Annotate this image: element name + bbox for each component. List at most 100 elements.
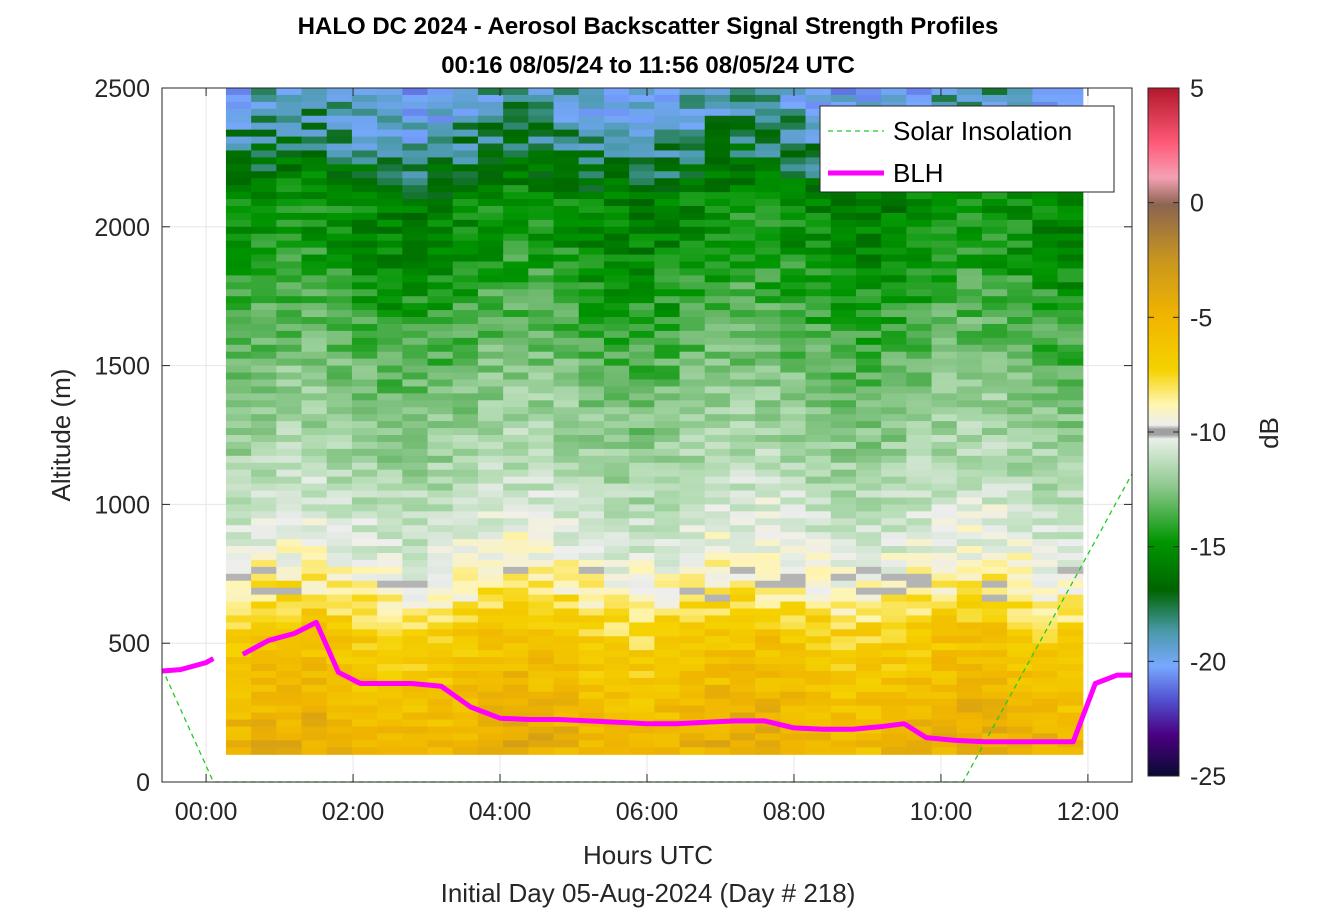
heatmap-cell — [276, 559, 303, 568]
heatmap-cell — [326, 136, 353, 145]
heatmap-cell — [603, 643, 630, 651]
heatmap-cell — [981, 643, 1008, 651]
heatmap-cell — [906, 601, 933, 610]
heatmap-cell — [1007, 552, 1033, 561]
heatmap-cell — [503, 386, 529, 394]
heatmap-cell — [830, 532, 857, 540]
heatmap-cell — [603, 636, 630, 644]
heatmap-cell — [906, 587, 933, 596]
heatmap-cell — [1057, 650, 1084, 658]
heatmap-cell — [780, 185, 807, 193]
heatmap-cell — [377, 532, 403, 540]
heatmap-cell — [679, 199, 706, 207]
heatmap-cell — [528, 178, 555, 186]
heatmap-cell — [553, 88, 580, 96]
heatmap-cell — [881, 379, 907, 388]
heatmap-cell — [956, 594, 983, 603]
heatmap-cell — [377, 657, 403, 665]
heatmap-cell — [1007, 233, 1033, 242]
heatmap-cell — [427, 504, 454, 512]
heatmap-cell — [528, 455, 555, 464]
heatmap-cell — [780, 657, 807, 665]
heatmap-cell — [351, 664, 378, 672]
heatmap-cell — [755, 622, 781, 630]
heatmap-cell — [553, 240, 580, 249]
heatmap-cell — [377, 365, 403, 374]
heatmap-cell — [881, 733, 907, 741]
heatmap-cell — [1032, 337, 1059, 346]
heatmap-cell — [578, 240, 605, 249]
heatmap-cell — [377, 462, 403, 471]
heatmap-cell — [225, 185, 252, 193]
heatmap-cell — [402, 171, 429, 179]
heatmap-cell — [326, 677, 353, 686]
heatmap-cell — [981, 205, 1008, 214]
heatmap-cell — [326, 101, 353, 110]
heatmap-cell — [452, 622, 479, 630]
heatmap-cell — [981, 664, 1008, 672]
heatmap-cell — [603, 712, 630, 721]
heatmap-cell — [729, 303, 756, 311]
heatmap-cell — [981, 282, 1008, 290]
heatmap-cell — [276, 219, 303, 228]
heatmap-cell — [780, 608, 807, 617]
heatmap-cell — [427, 282, 454, 290]
heatmap-cell — [225, 199, 252, 207]
heatmap-cell — [1057, 240, 1084, 249]
heatmap-cell — [603, 594, 630, 603]
heatmap-cell — [906, 400, 933, 408]
heatmap-cell — [351, 400, 378, 408]
heatmap-cell — [780, 476, 807, 485]
heatmap-cell — [402, 323, 429, 332]
heatmap-cell — [906, 247, 933, 256]
colorbar-tick-label: -20 — [1190, 648, 1226, 676]
heatmap-cell — [805, 379, 832, 388]
heatmap-cell — [830, 226, 857, 235]
heatmap-cell — [276, 94, 303, 103]
heatmap-cell — [351, 268, 378, 276]
heatmap-cell — [805, 275, 832, 283]
heatmap-cell — [351, 178, 378, 186]
heatmap-cell — [855, 296, 882, 304]
heatmap-cell — [477, 552, 504, 561]
heatmap-cell — [452, 344, 479, 353]
heatmap-cell — [351, 219, 378, 228]
heatmap-cell — [780, 719, 807, 728]
heatmap-cell — [629, 372, 655, 381]
heatmap-cell — [402, 691, 429, 700]
heatmap-cell — [251, 518, 277, 526]
heatmap-cell — [326, 684, 353, 693]
heatmap-cell — [225, 247, 252, 256]
heatmap-cell — [377, 518, 403, 526]
heatmap-cell — [225, 192, 252, 200]
heatmap-cell — [704, 129, 731, 138]
series-blh — [161, 656, 215, 674]
heatmap-cell — [805, 698, 832, 707]
heatmap-cell — [931, 226, 958, 235]
heatmap-cell — [981, 303, 1008, 311]
heatmap-cell — [1057, 483, 1084, 492]
heatmap-cell — [629, 330, 655, 339]
heatmap-cell — [427, 629, 454, 637]
heatmap-cell — [301, 115, 328, 124]
heatmap-cell — [553, 108, 580, 117]
heatmap-cell — [377, 192, 403, 200]
heatmap-cell — [805, 441, 832, 450]
heatmap-cell — [251, 129, 277, 138]
heatmap-cell — [956, 525, 983, 533]
heatmap-cell — [629, 469, 655, 478]
heatmap-cell — [528, 247, 555, 256]
heatmap-cell — [679, 476, 706, 485]
heatmap-cell — [729, 136, 756, 145]
heatmap-cell — [503, 178, 529, 186]
heatmap-cell — [528, 122, 555, 131]
heatmap-cell — [276, 323, 303, 332]
heatmap-cell — [1032, 476, 1059, 485]
heatmap-cell — [931, 518, 958, 526]
heatmap-cell — [578, 691, 605, 700]
heatmap-cell — [326, 421, 353, 429]
heatmap-cell — [679, 698, 706, 707]
heatmap-cell — [780, 282, 807, 290]
heatmap-cell — [427, 573, 454, 582]
heatmap-cell — [629, 511, 655, 519]
